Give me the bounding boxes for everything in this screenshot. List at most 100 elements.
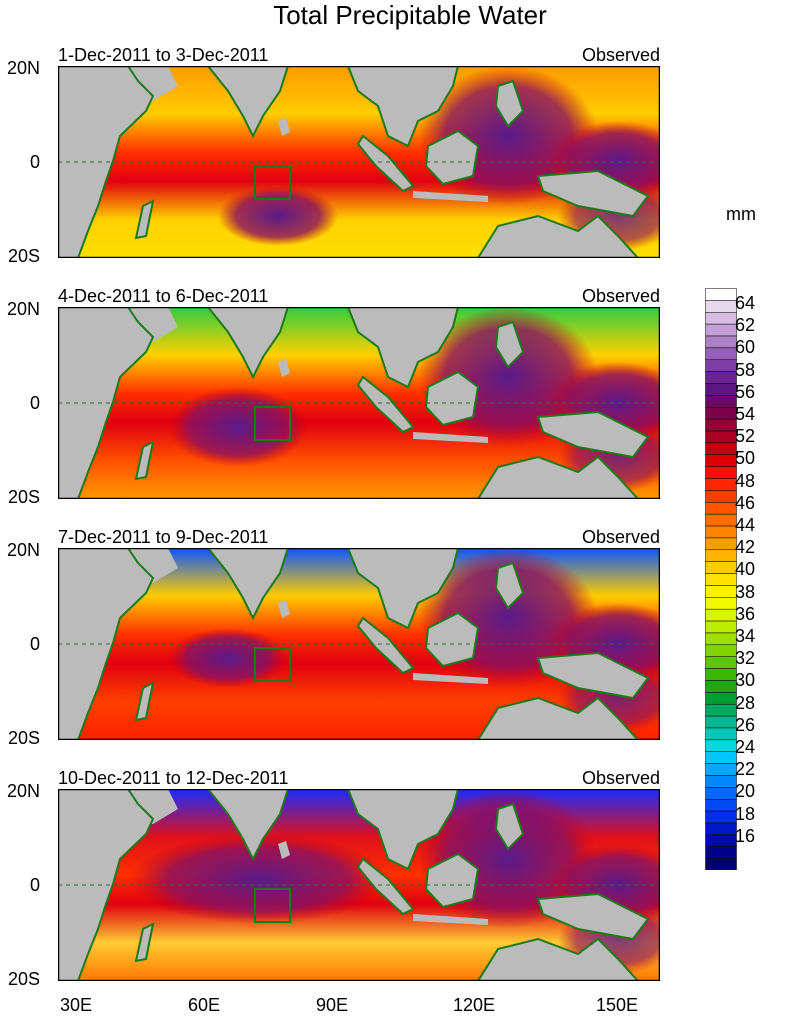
colorbar-swatch xyxy=(705,644,737,657)
colorbar-swatch xyxy=(705,775,737,788)
colorbar-swatch xyxy=(705,573,737,586)
colorbar-swatch xyxy=(705,810,737,824)
colorbar-label: 56 xyxy=(735,381,756,402)
colorbar-swatch xyxy=(705,763,737,776)
colorbar-swatch xyxy=(705,537,737,551)
colorbar-label: 34 xyxy=(735,626,756,646)
colorbar-swatch xyxy=(705,656,737,669)
panel-observed-tag: Observed xyxy=(581,527,660,547)
colorbar-swatch xyxy=(705,513,737,527)
colorbar-swatch xyxy=(705,454,737,467)
lat-label-0: 0 xyxy=(29,634,40,654)
colorbar-swatch xyxy=(705,632,737,646)
colorbar-swatch xyxy=(705,502,737,515)
colorbar-swatch xyxy=(705,407,737,420)
colorbar-swatch xyxy=(705,288,737,301)
panel-observed-tag: Observed xyxy=(581,45,660,65)
colorbar-swatch xyxy=(705,798,737,812)
lat-label-20n: 20N xyxy=(6,58,40,78)
colorbar-swatch xyxy=(705,300,737,313)
colorbar-label: 36 xyxy=(735,603,756,624)
lat-label-20s: 20S xyxy=(7,969,40,989)
map-panel-4 xyxy=(58,789,660,981)
colorbar-swatch xyxy=(705,371,737,384)
colorbar-swatch xyxy=(705,585,737,598)
panel-observed-tag: Observed xyxy=(581,286,660,306)
panel-2: 4-Dec-2011 to 6-Dec-2011 Observed xyxy=(0,285,700,525)
colorbar-swatch xyxy=(705,834,737,847)
panel-4: 10-Dec-2011 to 12-Dec-2011 Observed xyxy=(0,767,700,1007)
colorbar-unit: mm xyxy=(726,204,756,224)
colorbar-swatch xyxy=(705,549,737,562)
colorbar-label: 28 xyxy=(735,692,756,713)
colorbar-swatch xyxy=(705,359,737,372)
colorbar-label: 52 xyxy=(735,426,756,447)
lat-label-0: 0 xyxy=(29,152,40,172)
colorbar-label: 60 xyxy=(735,337,756,358)
lat-label-20n: 20N xyxy=(6,299,40,319)
colorbar-label: 46 xyxy=(735,492,756,513)
colorbar xyxy=(705,288,737,870)
map-panel-1 xyxy=(58,66,660,258)
colorbar-swatch xyxy=(705,680,737,693)
colorbar-swatch xyxy=(705,323,737,337)
colorbar-label: 54 xyxy=(735,404,756,424)
lon-label-60e: 60E xyxy=(187,995,221,1015)
lon-label-30e: 30E xyxy=(59,995,93,1015)
colorbar-swatch xyxy=(705,490,737,503)
colorbar-label: 42 xyxy=(735,537,756,558)
colorbar-swatch xyxy=(705,739,737,752)
panel-date-range: 4-Dec-2011 to 6-Dec-2011 xyxy=(58,286,269,306)
colorbar-swatch xyxy=(705,478,737,491)
lat-label-20n: 20N xyxy=(6,540,40,560)
colorbar-swatch xyxy=(705,703,737,717)
map-panel-2 xyxy=(58,307,660,499)
colorbar-swatch xyxy=(705,620,737,634)
colorbar-swatch xyxy=(705,668,737,681)
colorbar-swatch xyxy=(705,418,737,432)
colorbar-swatch xyxy=(705,858,737,870)
colorbar-swatch xyxy=(705,383,737,396)
colorbar-label: 32 xyxy=(735,648,756,669)
colorbar-label: 50 xyxy=(735,448,756,469)
colorbar-swatch xyxy=(705,715,737,729)
lat-label-20s: 20S xyxy=(7,728,40,748)
colorbar-label: 40 xyxy=(735,559,756,580)
lon-label-120e: 120E xyxy=(452,995,496,1015)
colorbar-label: 64 xyxy=(735,293,756,313)
colorbar-label: 62 xyxy=(735,315,756,336)
lat-label-20s: 20S xyxy=(7,487,40,507)
colorbar-swatch xyxy=(705,597,737,610)
colorbar-swatch xyxy=(705,727,737,741)
colorbar-label: 44 xyxy=(735,515,756,535)
colorbar-label: 20 xyxy=(735,781,756,802)
colorbar-swatch xyxy=(705,846,737,859)
lat-label-20n: 20N xyxy=(6,781,40,801)
colorbar-label: 38 xyxy=(735,581,756,602)
lat-label-0: 0 xyxy=(29,875,40,895)
colorbar-swatch xyxy=(705,312,737,325)
colorbar-swatch xyxy=(705,692,737,705)
colorbar-swatch xyxy=(705,787,737,800)
colorbar-swatch xyxy=(705,442,737,456)
colorbar-swatch xyxy=(705,561,737,574)
colorbar-swatch xyxy=(705,751,737,764)
panel-date-range: 1-Dec-2011 to 3-Dec-2011 xyxy=(58,45,269,65)
colorbar-label: 24 xyxy=(735,737,756,757)
panel-date-range: 10-Dec-2011 to 12-Dec-2011 xyxy=(58,768,289,788)
colorbar-label: 16 xyxy=(735,825,756,846)
figure-title: Total Precipitable Water xyxy=(273,0,547,30)
lat-label-20s: 20S xyxy=(7,246,40,266)
colorbar-swatch xyxy=(705,466,737,479)
colorbar-swatch xyxy=(705,335,737,349)
map-panel-3 xyxy=(58,548,660,740)
colorbar-swatch xyxy=(705,608,737,622)
colorbar-swatch xyxy=(705,395,737,408)
panel-3: 7-Dec-2011 to 9-Dec-2011 Observed xyxy=(0,526,700,766)
colorbar-swatch xyxy=(705,430,737,444)
colorbar-label: 22 xyxy=(735,759,756,780)
lat-label-0: 0 xyxy=(29,393,40,413)
colorbar-label: 58 xyxy=(735,359,756,380)
lon-label-90e: 90E xyxy=(315,995,349,1015)
colorbar-swatch xyxy=(705,525,737,539)
